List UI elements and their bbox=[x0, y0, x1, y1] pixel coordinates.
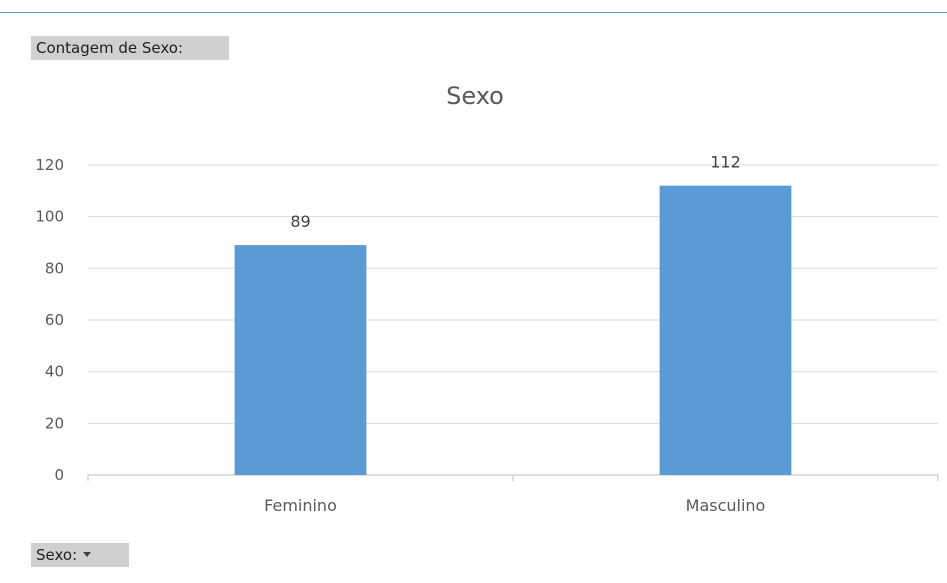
y-tick-label: 0 bbox=[54, 466, 64, 484]
axis-field-button[interactable]: Sexo: bbox=[31, 543, 129, 567]
x-category-label: Feminino bbox=[264, 496, 337, 515]
data-label: 112 bbox=[710, 153, 741, 172]
bar-masculino[interactable] bbox=[659, 185, 792, 475]
x-category-label: Masculino bbox=[686, 496, 766, 515]
value-field-label: Contagem de Sexo: bbox=[36, 39, 184, 57]
top-border-line bbox=[0, 12, 947, 13]
bars bbox=[234, 185, 792, 475]
value-field-button[interactable]: Contagem de Sexo: bbox=[31, 36, 229, 60]
data-label: 89 bbox=[290, 212, 310, 231]
labels: 0 20 40 60 80 100 120 89 Feminino 112 Masculino bbox=[35, 153, 765, 515]
chart-title: Sexo bbox=[446, 82, 504, 110]
y-tick-label: 40 bbox=[45, 363, 64, 381]
y-tick-label: 80 bbox=[45, 259, 64, 277]
y-tick-label: 20 bbox=[45, 414, 64, 432]
dropdown-arrow-icon[interactable] bbox=[83, 552, 92, 557]
y-tick-label: 100 bbox=[35, 208, 64, 226]
axis-field-label: Sexo: bbox=[36, 546, 78, 564]
bar-feminino[interactable] bbox=[234, 245, 367, 475]
y-tick-label: 60 bbox=[45, 311, 64, 329]
gridlines bbox=[87, 164, 939, 481]
y-tick-label: 120 bbox=[35, 156, 64, 174]
